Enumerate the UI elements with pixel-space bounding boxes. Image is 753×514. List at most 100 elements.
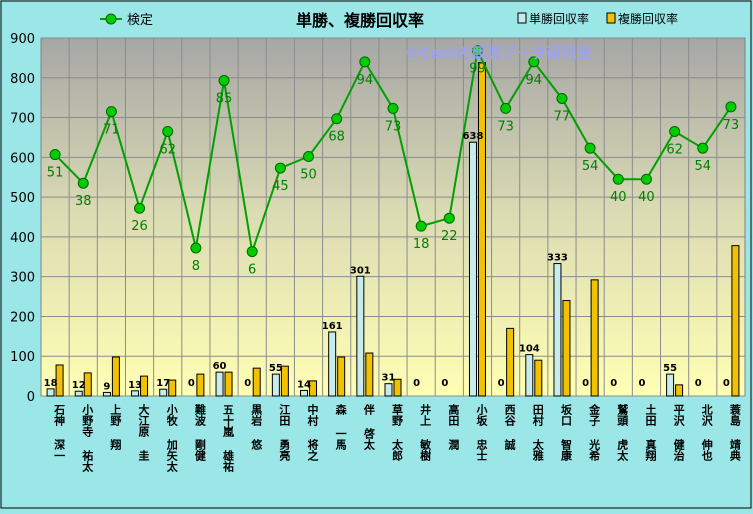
bar-win-label: 161	[322, 321, 343, 332]
bar-win-label: 0	[610, 378, 617, 389]
bar-place	[280, 365, 289, 397]
category-label: 田村 太雅	[531, 404, 545, 462]
line-point	[134, 202, 146, 214]
bar-place	[562, 300, 571, 397]
line-point	[274, 162, 286, 174]
line-point-label: 94	[526, 73, 543, 88]
bar-place	[506, 327, 515, 397]
category-label: 小野寺 祐太	[81, 403, 95, 473]
legend: 検定 単勝回収率 複勝回収率	[100, 11, 678, 28]
bar-win	[131, 390, 140, 397]
bar-win	[468, 141, 477, 397]
line-point-label: 18	[413, 237, 430, 252]
line-point	[162, 125, 174, 137]
line-point-label: 40	[638, 190, 655, 205]
bar-place	[393, 378, 402, 397]
bar-win	[328, 331, 337, 397]
line-point-label: 73	[497, 119, 514, 134]
category-label: 北沢 伸也	[700, 403, 714, 461]
bar-win-label: 0	[582, 378, 589, 389]
line-point-label: 8	[192, 259, 200, 274]
category-label: 井上 敏樹	[419, 403, 433, 462]
bar-win	[215, 371, 224, 397]
line-point	[303, 151, 315, 163]
bar-win-label: 0	[413, 378, 420, 389]
bar-win	[384, 383, 393, 397]
line-point-label: 54	[694, 159, 711, 174]
category-label: 小牧 加矢太	[165, 403, 179, 473]
line-point-label: 6	[248, 263, 256, 278]
bar-place	[477, 62, 486, 397]
bar-win-label: 638	[463, 131, 484, 142]
y-tick-label: 900	[10, 32, 35, 47]
grid-layer	[41, 37, 745, 397]
bar-win	[271, 373, 280, 397]
bar-win-label: 0	[638, 378, 645, 389]
category-label: 平沢 健治	[672, 404, 685, 462]
line-point-label: 54	[582, 159, 599, 174]
line-point-label: 22	[441, 229, 458, 244]
category-label: 金子 光希	[588, 403, 602, 462]
bar-win-label: 60	[213, 361, 227, 372]
bar-win-label: 18	[44, 378, 58, 389]
bar-place	[365, 352, 374, 397]
bar-win-label: 0	[188, 378, 195, 389]
bar-place	[252, 367, 261, 397]
line-point	[697, 142, 709, 154]
y-tick-label: 600	[10, 151, 35, 166]
line-point-label: 73	[385, 119, 402, 134]
category-label: 蓑島 靖典	[728, 403, 742, 462]
line-point	[246, 246, 258, 258]
y-tick-label: 300	[10, 271, 35, 286]
bar-win-label: 9	[103, 381, 110, 392]
category-label: 土田 真翔	[644, 403, 658, 462]
line-point	[500, 102, 512, 114]
line-point	[584, 142, 596, 154]
line-point-label: 73	[723, 118, 740, 133]
line-point-label: 51	[47, 166, 64, 181]
bar-win	[74, 390, 83, 397]
y-tick-label: 800	[10, 72, 35, 87]
y-tick-label: 100	[10, 350, 35, 365]
bar-win-label: 0	[441, 378, 448, 389]
line-point	[556, 92, 568, 104]
legend-place-swatch	[606, 12, 616, 24]
bar-win	[46, 388, 55, 397]
y-tick-label: 200	[10, 310, 35, 325]
line-point-label: 38	[75, 194, 92, 209]
bar-place	[196, 373, 205, 397]
line-point-label: 94	[357, 73, 374, 88]
category-label: 上野 翔	[109, 403, 123, 451]
category-label: 五十嵐 雄祐	[222, 404, 236, 473]
bar-win-label: 0	[695, 378, 702, 389]
category-label: 高田 潤	[447, 403, 460, 451]
category-label: 石神 深一	[53, 404, 67, 461]
watermark: ©Caniの競馬データ研究室	[405, 44, 592, 62]
category-label: 江田 勇亮	[278, 403, 291, 462]
line-point-label: 62	[159, 142, 176, 157]
bar-win-label: 0	[723, 378, 730, 389]
line-point	[528, 56, 540, 68]
bar-layer	[46, 62, 740, 397]
chart-title: 単勝、複勝回収率	[296, 11, 424, 30]
bar-place	[731, 245, 740, 397]
legend-place-label: 複勝回収率	[618, 11, 678, 26]
legend-line-label: 検定	[127, 13, 153, 28]
bar-win-label: 55	[663, 363, 677, 374]
bar-win	[356, 275, 365, 397]
legend-win-swatch	[517, 12, 527, 24]
bar-win-label: 301	[350, 265, 371, 276]
bar-place	[534, 359, 543, 397]
bar-win	[159, 388, 168, 397]
legend-line-marker	[105, 13, 117, 25]
line-point-label: 99	[469, 62, 486, 77]
line-point	[669, 125, 681, 137]
category-label: 難波 剛健	[193, 403, 206, 462]
line-point-label: 77	[554, 109, 571, 124]
line-point-label: 45	[272, 179, 289, 194]
bar-win	[553, 263, 562, 397]
line-point-label: 26	[131, 219, 148, 234]
bar-win-label: 104	[519, 344, 540, 355]
bar-win-label: 14	[297, 379, 311, 390]
